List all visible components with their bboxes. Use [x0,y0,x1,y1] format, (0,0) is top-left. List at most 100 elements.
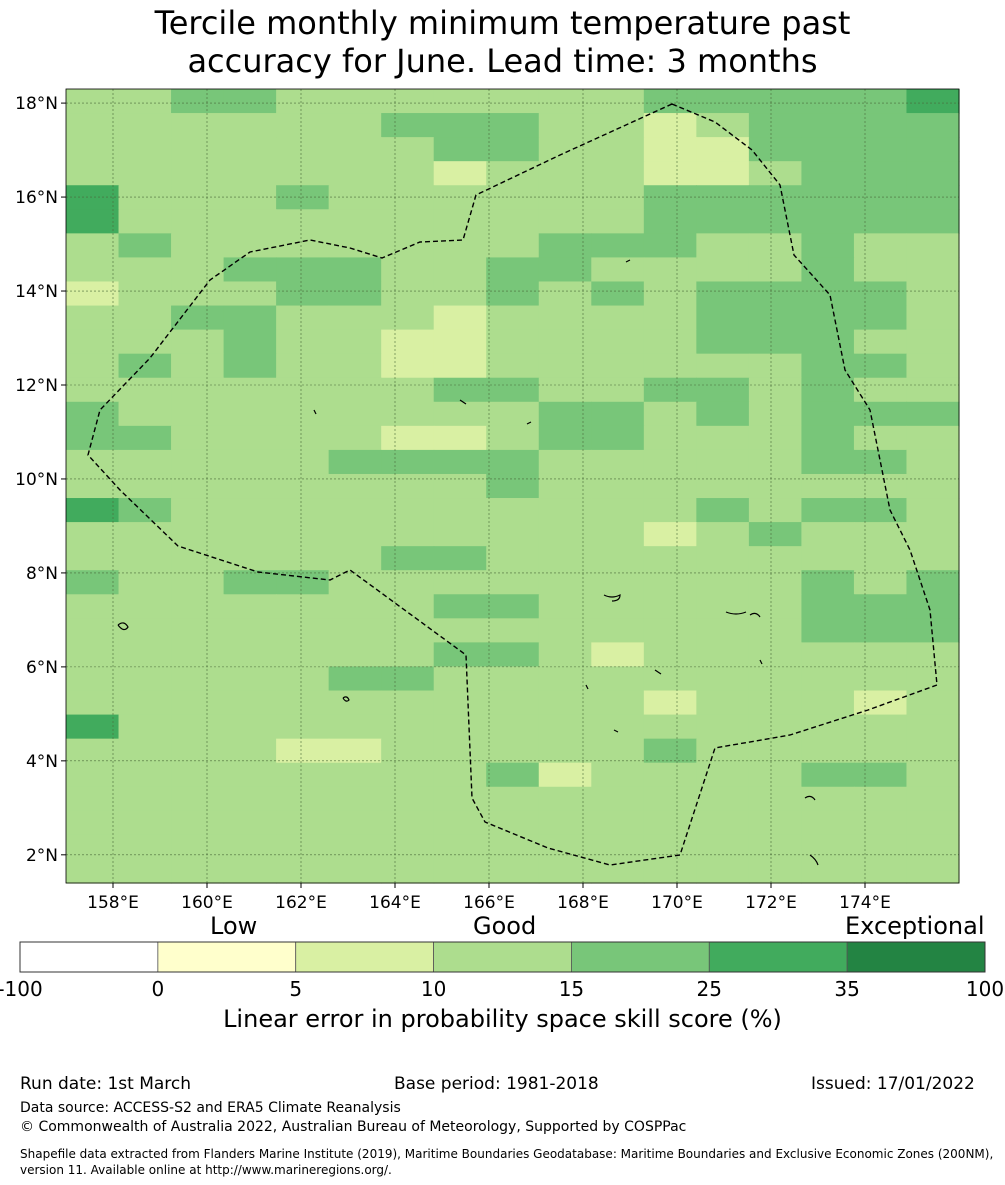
grid-cell [328,281,382,307]
grid-cell [748,642,803,668]
lat-tick-label: 8°N [26,564,58,584]
grid-cell [381,762,435,788]
colorbar-tick-label: -100 [0,977,43,1001]
grid-cell [433,233,487,259]
grid-cell [591,666,645,692]
lat-tick-label: 10°N [15,470,58,490]
grid-cell [433,786,487,812]
lon-tick-label: 170°E [651,893,703,910]
grid-cell [66,209,120,234]
grid-cell [223,353,277,379]
grid-cell [171,570,225,595]
lon-tick-label: 162°E [275,893,327,910]
grid-cell [486,666,540,692]
grid-cell [433,522,487,547]
grid-cell [433,570,487,595]
grid-cell [118,858,172,884]
grid-cell [801,570,855,595]
grid-cell [906,498,960,523]
grid-cell [853,618,908,643]
grid-cell [486,425,540,451]
grid-cell [433,834,487,860]
grid-cell [748,353,803,379]
grid-cell [66,666,120,692]
lon-tick-label: 166°E [463,893,515,910]
grid-cell [591,185,645,210]
grid-cell [696,473,750,499]
grid-cell [643,305,697,331]
grid-cell [276,257,330,283]
grid-cell [433,305,487,331]
grid-cell [906,137,960,162]
grid-cell [486,305,540,331]
grid-cell [853,858,908,884]
grid-cell [853,449,908,475]
grid-cell [276,89,330,114]
lat-tick-label: 2°N [26,846,58,866]
grid-cell [433,762,487,788]
grid-cell [118,137,172,162]
grid-cell [433,618,487,643]
island-shape [313,259,763,733]
grid-cell [643,498,697,523]
grid-cell [223,786,277,812]
grid-cell [538,305,592,331]
colorbar-frame [19,941,986,973]
grid-cell [381,594,435,619]
grid-cell [696,425,750,451]
lon-tick-label: 158°E [87,893,139,910]
grid-cell [66,257,120,283]
grid-cell [118,185,172,210]
grid-cell [853,161,908,186]
grid-cell [223,209,277,234]
grid-cell [906,738,960,764]
grid-cell [591,425,645,451]
grid-cell [433,690,487,716]
grid-cell [906,425,960,451]
category-exceptional: Exceptional [845,912,985,940]
grid-cell [328,473,382,499]
grid-cell [118,690,172,716]
grid-cell [591,810,645,836]
grid-cell [118,305,172,331]
grid-cell [801,113,855,138]
grid-cell [853,810,908,836]
grid-cell [696,762,750,788]
grid-cell [486,810,540,836]
colorbar-segment [846,941,986,973]
skill-grid [66,89,960,884]
grid-cell [748,257,803,283]
grid-cell [223,113,277,138]
lat-tick-label: 18°N [15,94,58,114]
grid-cell [276,161,330,186]
grid-cell [118,233,172,259]
grid-cell [328,834,382,860]
grid-cell [223,329,277,355]
grid-cell [171,353,225,379]
grid-cell [853,546,908,571]
grid-cell [696,185,750,210]
grid-cell [66,498,120,523]
grid-cell [906,353,960,379]
grid-cell [433,281,487,307]
grid-cell [223,401,277,427]
colorbar-tick-label: 15 [559,977,584,1001]
grid-cell [433,810,487,836]
grid-cell [223,185,277,210]
grid-cell [381,425,435,451]
grid-cell [486,858,540,884]
grid-cell [591,786,645,812]
grid-cell [696,257,750,283]
grid-cell [171,498,225,523]
grid-cell [276,498,330,523]
grid-cell [696,305,750,331]
grid-cell [591,257,645,283]
grid-cell [381,185,435,210]
grid-cell [748,137,803,162]
grid-cell [223,834,277,860]
grid-cell [853,353,908,379]
grid-cell [433,377,487,403]
grid-cell [328,449,382,475]
grid-cell [801,425,855,451]
grid-cell [223,137,277,162]
